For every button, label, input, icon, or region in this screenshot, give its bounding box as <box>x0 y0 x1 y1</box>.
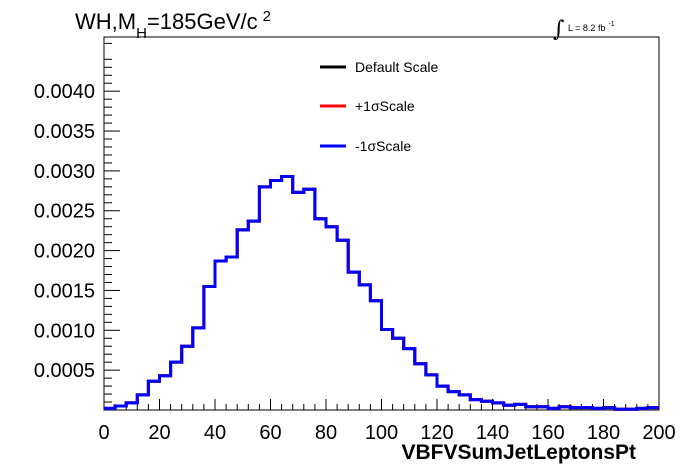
axes: 0 20 40 60 80 100 120 140 160 180 200 0.0005 0.0010 0… <box>34 42 676 444</box>
series-layer <box>104 174 659 411</box>
x-tick-label: 60 <box>259 422 281 444</box>
x-tick-label: 200 <box>642 422 675 444</box>
x-tick-label: 160 <box>531 422 564 444</box>
y-tick-label: 0.0030 <box>34 161 95 183</box>
x-tick-label: 80 <box>315 422 337 444</box>
lumi-text: L = 8.2 fb <box>568 23 605 33</box>
title-subscript: H <box>136 25 147 42</box>
legend-label-plus1sigma-scale: +1σScale <box>355 98 415 114</box>
y-tick-label: 0.0020 <box>34 241 95 263</box>
chart-title: WH,MH=185GeV/c 2 <box>75 8 271 42</box>
x-tick-label: 100 <box>365 422 398 444</box>
legend: Default Scale +1σScale -1σScale <box>320 59 438 154</box>
title-prefix: WH,M <box>75 9 136 34</box>
lumi-integral: ∫ <box>553 17 565 42</box>
y-tick-label: 0.0025 <box>34 201 95 223</box>
title-superscript: 2 <box>263 8 271 25</box>
title-mid: =185GeV/c <box>147 9 258 34</box>
x-tick-label: 40 <box>204 422 226 444</box>
legend-label-minus1sigma-scale: -1σScale <box>355 138 411 154</box>
y-tick-label: 0.0005 <box>34 360 95 382</box>
lumi-label: L = 8.2 fb -1 <box>568 21 615 33</box>
legend-label-default-scale: Default Scale <box>355 59 438 75</box>
series-line-2 <box>104 174 659 411</box>
x-tick-label: 180 <box>587 422 620 444</box>
y-tick-label: 0.0010 <box>34 320 95 342</box>
y-tick-label: 0.0015 <box>34 280 95 302</box>
x-tick-label: 20 <box>148 422 170 444</box>
y-tick-label: 0.0040 <box>34 81 95 103</box>
y-tick-label: 0.0035 <box>34 121 95 143</box>
x-tick-label: 120 <box>420 422 453 444</box>
lumi-superscript: -1 <box>608 21 614 28</box>
x-tick-label: 140 <box>476 422 509 444</box>
x-axis-label: VBFVSumJetLeptonsPt <box>401 441 636 464</box>
x-tick-label: 0 <box>98 422 109 444</box>
